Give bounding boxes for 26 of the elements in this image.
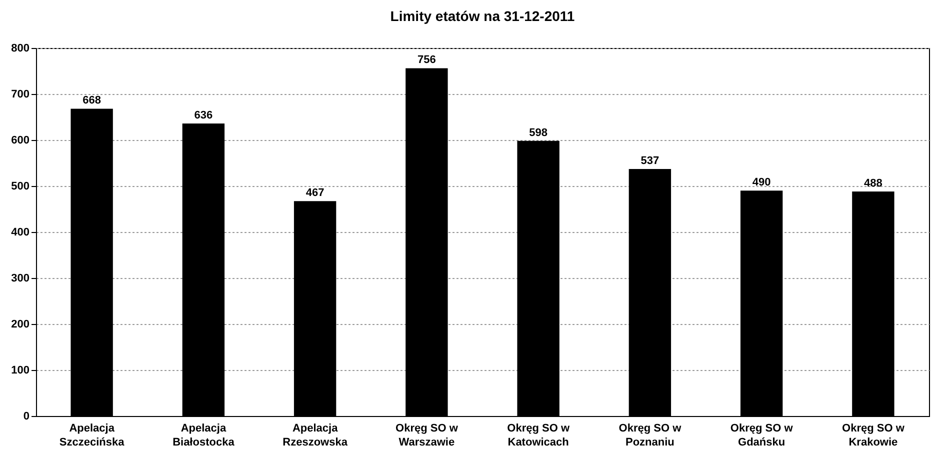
data-label: 537 (640, 154, 660, 167)
x-tick-label: Okręg SO w Gdańsku (730, 422, 794, 448)
data-label: 490 (752, 176, 771, 189)
data-label: 467 (306, 187, 324, 200)
data-label: 598 (529, 126, 548, 139)
y-tick-label: 500 (11, 180, 30, 192)
data-label: 756 (418, 54, 436, 66)
x-tick-label: Okręg SO w Warszawie (396, 422, 458, 448)
chart-title: Limity etatów na 31-12-2011 (390, 8, 575, 24)
y-tick-label: 800 (11, 42, 30, 54)
x-tick-label: Okręg SO w Krakowie (842, 422, 905, 448)
y-tick-label: 200 (11, 318, 30, 330)
data-label: 636 (194, 109, 213, 122)
data-label: 668 (82, 94, 101, 107)
data-label: 488 (864, 178, 882, 190)
y-tick-label: 100 (11, 364, 30, 376)
x-tick-label: Apelacja Rzeszowska (282, 422, 348, 448)
y-tick-label: 0 (23, 410, 30, 422)
x-tick-label: Apelacja Białostocka (172, 422, 236, 448)
y-tick-label: 300 (11, 272, 30, 284)
y-tick-label: 700 (11, 88, 30, 100)
y-tick-label: 600 (11, 134, 30, 146)
x-tick-label: Okręg SO w Katowicach (507, 422, 570, 448)
x-tick-label: Okręg SO w Poznaniu (618, 422, 682, 448)
y-tick-label: 400 (11, 226, 30, 238)
x-tick-label: Apelacja Szczecińska (59, 422, 126, 448)
